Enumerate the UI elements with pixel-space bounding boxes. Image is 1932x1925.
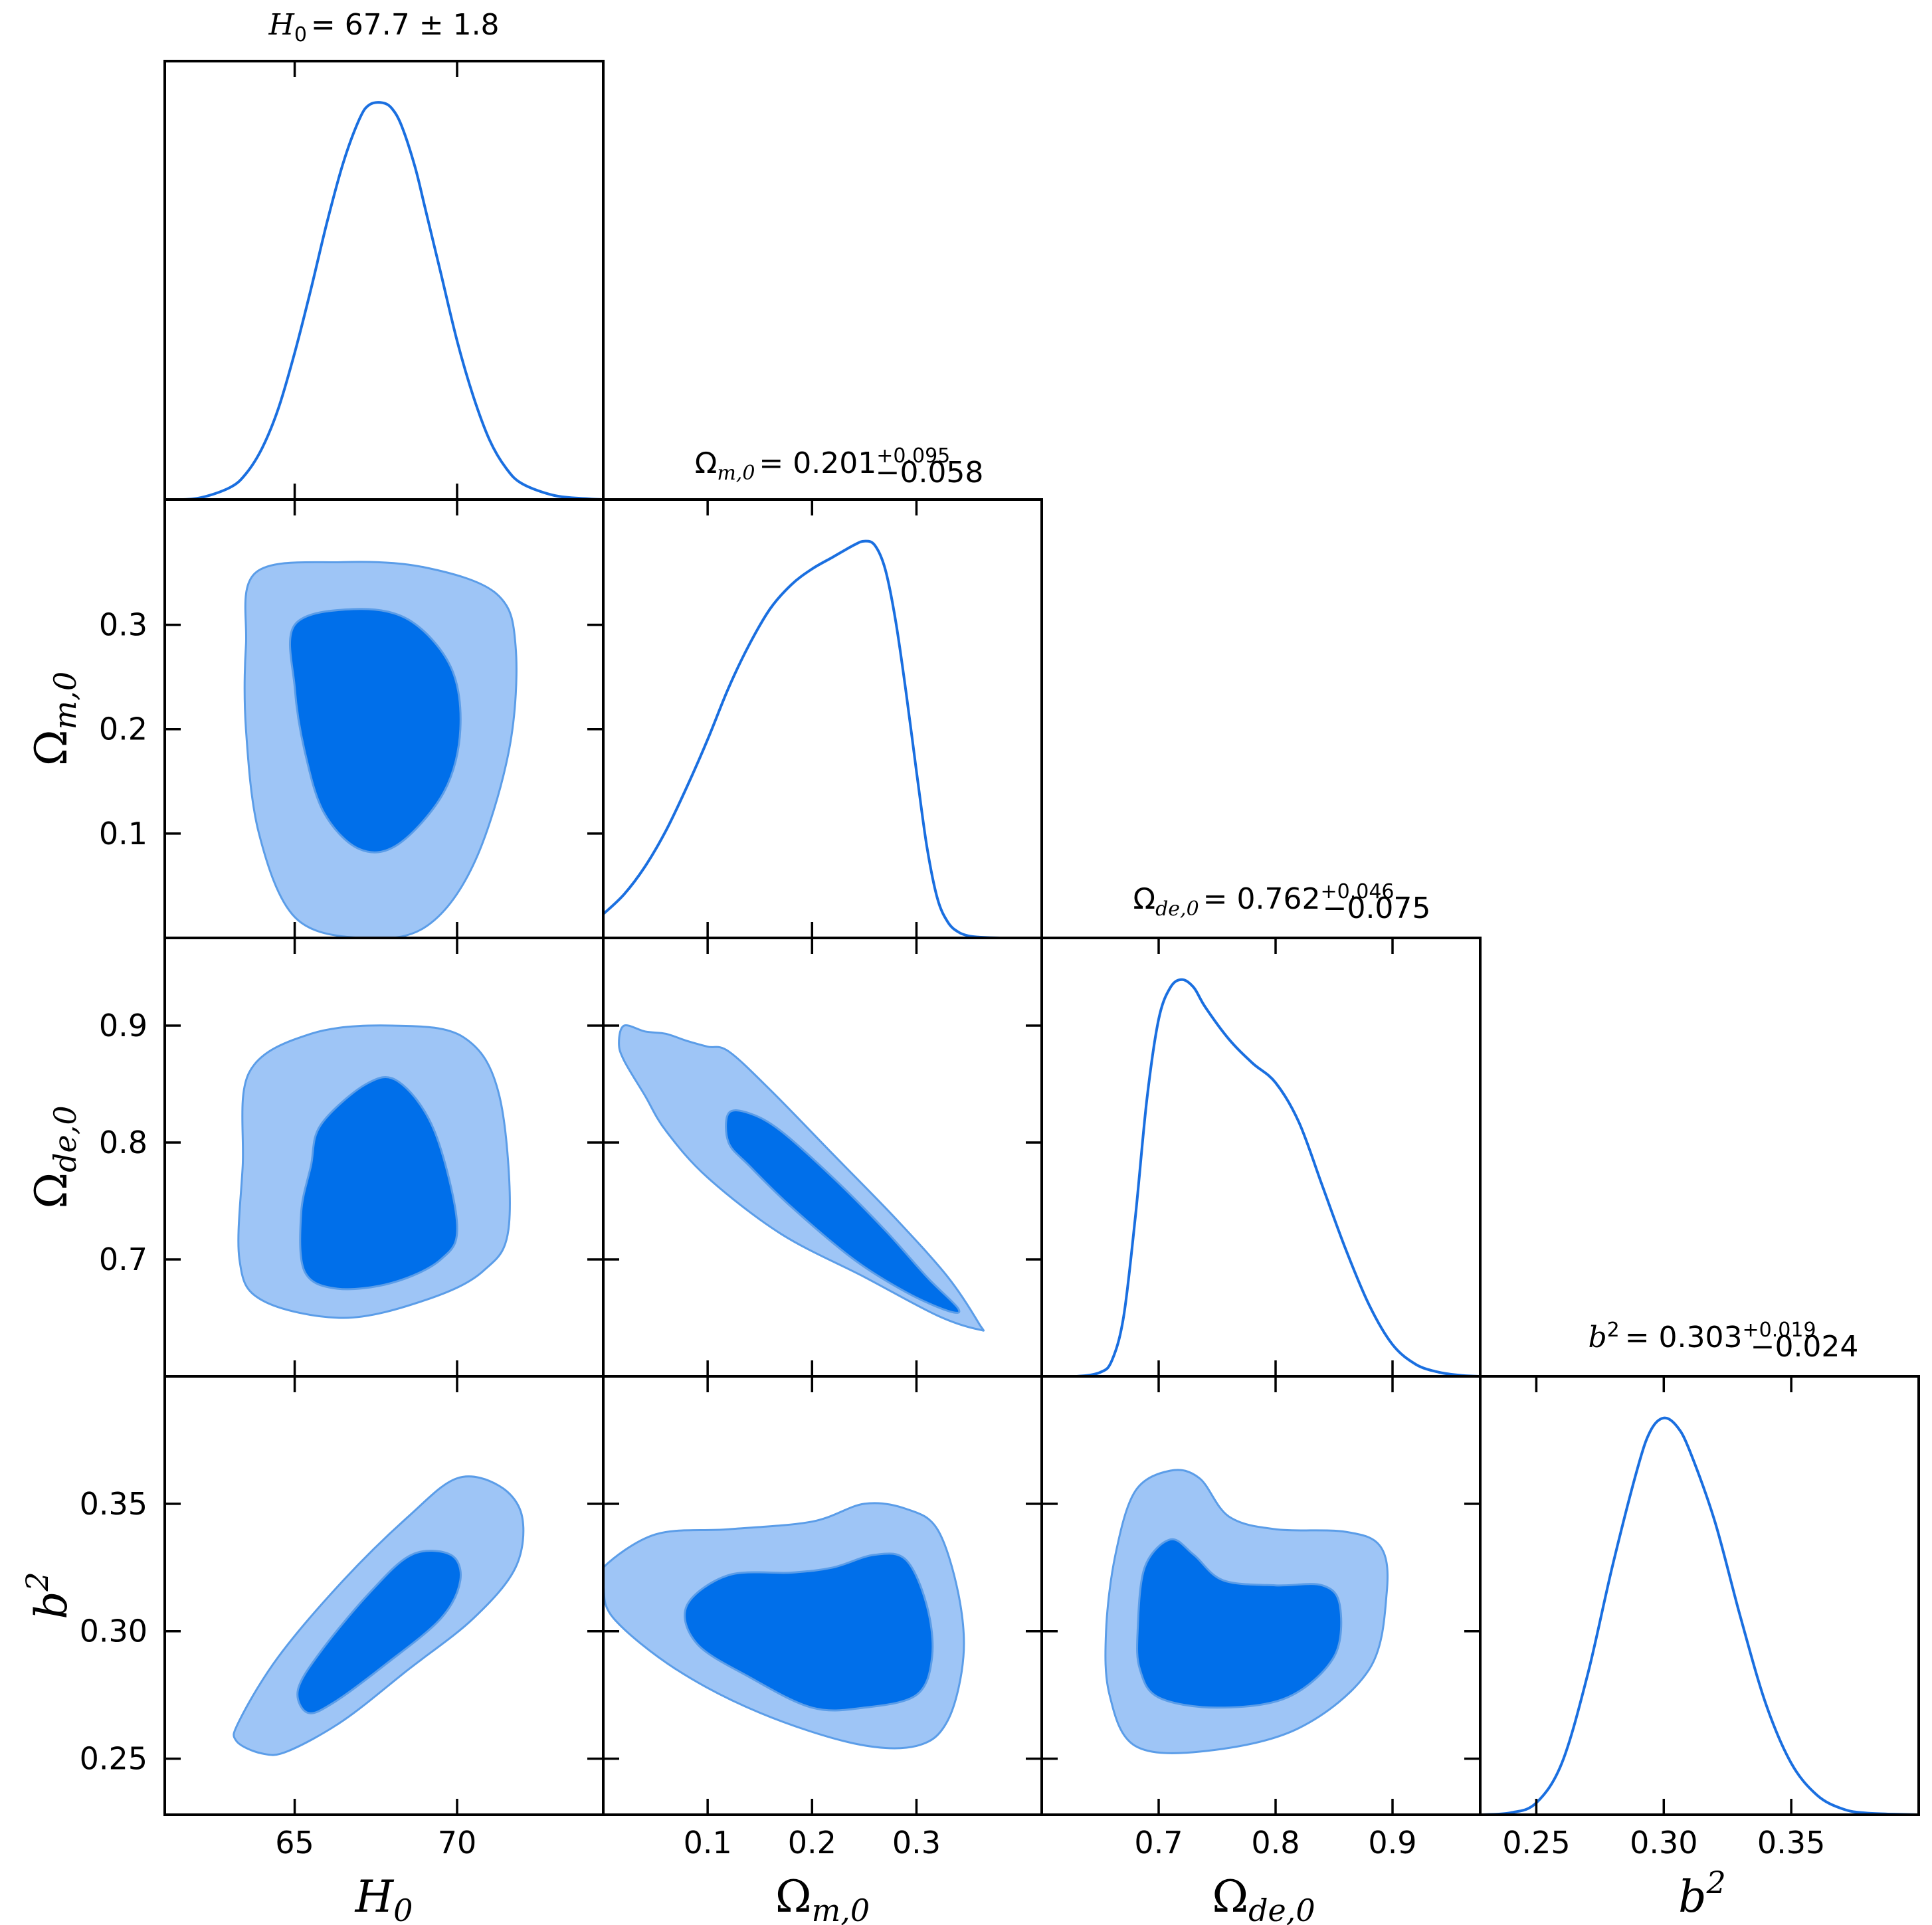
ytick-label-Ode0-0: 0.7: [99, 1241, 147, 1277]
panel-frame-0-0: [163, 60, 605, 501]
xlabel-h0: H0: [355, 1871, 413, 1925]
marginal-panel-0: [165, 101, 603, 500]
title-ode0-symbol: Ω: [1133, 882, 1155, 916]
contour-68-3-0: [296, 1550, 462, 1714]
ylabel-b2: b2: [19, 1572, 77, 1619]
ytick-label-b2-1: 0.30: [80, 1613, 147, 1649]
ytick-label-Om0-1: 0.2: [99, 711, 147, 747]
contour-68-2-1: [725, 1109, 961, 1314]
title-om0-value: = 0.201: [759, 446, 876, 480]
marginal-curve-Ode0: [1042, 978, 1480, 1376]
xlabel-h0-sub: 0: [393, 1892, 413, 1925]
panel-frame-2-2: [1040, 937, 1482, 1378]
contour-68-1-0: [288, 608, 462, 854]
marginals-layer: [165, 101, 1919, 1815]
panel-frame-3-3: [1479, 1375, 1920, 1816]
xtick-label-b2-1: 0.30: [1630, 1825, 1697, 1861]
title-om0: Ωm,0 = 0.201+0.095: [695, 444, 951, 485]
title-h0: H0 = 67.7 ± 1.8: [268, 8, 499, 46]
title-om0-symbol: Ω: [695, 446, 718, 480]
marginal-curve-Om0: [603, 539, 1042, 938]
xlabel-ode0: Ωde,0: [1212, 1871, 1315, 1925]
contour-panel-2-1: [618, 1024, 985, 1332]
contour-panel-3-2: [1104, 1469, 1389, 1754]
ytick-label-b2-2: 0.35: [80, 1486, 147, 1522]
contour-68-2-0: [299, 1076, 458, 1291]
title-om0-minus: −0.058: [876, 456, 984, 490]
title-ode0: Ωde,0 = 0.762+0.046: [1133, 880, 1394, 921]
xtick-label-Om0-0: 0.1: [684, 1825, 732, 1861]
title-h0-sub: 0: [294, 23, 307, 46]
xtick-label-Ode0-1: 0.8: [1251, 1825, 1300, 1861]
ytick-label-Ode0-2: 0.9: [99, 1008, 147, 1044]
xtick-label-Ode0-0: 0.7: [1134, 1825, 1183, 1861]
contour-68-3-1: [684, 1552, 934, 1712]
marginal-panel-2: [1042, 978, 1480, 1376]
xlabel-ode0-symbol: Ω: [1212, 1871, 1248, 1922]
title-b2-symbol: b: [1588, 1321, 1606, 1354]
title-om0-sub: m,0: [717, 462, 755, 485]
xlabel-b2-symbol: b: [1678, 1871, 1706, 1922]
title-b2-minus: −0.024: [1751, 1330, 1859, 1364]
title-om0-plus: +0.095: [876, 444, 950, 468]
ytick-label-b2-0: 0.25: [80, 1741, 147, 1777]
xlabel-om0: Ωm,0: [775, 1871, 870, 1925]
xtick-label-H0-1: 70: [438, 1825, 477, 1861]
ylabel-ode0-symbol: Ω: [26, 1172, 77, 1209]
contour-panel-1-0: [243, 561, 518, 938]
title-b2-sup: 2: [1607, 1319, 1620, 1342]
title-b2-value: = 0.303: [1625, 1321, 1743, 1354]
contour-panel-3-1: [603, 1502, 965, 1750]
ytick-label-Ode0-1: 0.8: [99, 1125, 147, 1160]
ylabel-om0-sub: m,0: [47, 672, 83, 730]
ytick-label-Om0-2: 0.3: [99, 607, 147, 643]
xlabel-h0-symbol: H: [355, 1871, 395, 1922]
xlabel-b2-sup: 2: [1705, 1865, 1725, 1900]
ylabel-b2-symbol: b: [26, 1592, 77, 1619]
xtick-label-b2-2: 0.35: [1757, 1825, 1825, 1861]
title-ode0-value: = 0.762: [1203, 882, 1321, 916]
ylabel-om0-symbol: Ω: [26, 729, 77, 766]
contour-panel-3-0: [233, 1475, 525, 1756]
xlabel-om0-symbol: Ω: [775, 1871, 812, 1922]
xlabel-b2: b2: [1678, 1865, 1726, 1922]
contours-layer: [233, 561, 1389, 1756]
title-b2-plus: +0.019: [1743, 1319, 1816, 1342]
title-ode0-sub: de,0: [1155, 897, 1199, 921]
xlabel-ode0-sub: de,0: [1248, 1892, 1315, 1925]
contour-panel-2-0: [237, 1024, 511, 1319]
xtick-label-H0-0: 65: [275, 1825, 314, 1861]
title-h0-value: = 67.7 ± 1.8: [311, 8, 500, 42]
marginal-curve-H0: [165, 101, 603, 500]
contour-68-3-2: [1136, 1538, 1343, 1709]
title-ode0-minus: −0.075: [1323, 891, 1431, 925]
marginal-curve-b2: [1480, 1416, 1919, 1815]
xtick-label-b2-0: 0.25: [1502, 1825, 1570, 1861]
xlabel-om0-sub: m,0: [812, 1892, 870, 1925]
ylabel-b2-sup: 2: [19, 1572, 55, 1592]
panel-frame-1-1: [602, 498, 1043, 939]
ylabel-om0: Ωm,0: [26, 672, 83, 766]
marginal-panel-1: [603, 539, 1042, 938]
title-ode0-plus: +0.046: [1321, 880, 1395, 903]
ytick-label-Om0-0: 0.1: [99, 816, 147, 852]
xtick-label-Ode0-2: 0.9: [1368, 1825, 1416, 1861]
frames-layer: [163, 60, 1920, 1816]
marginal-panel-3: [1480, 1416, 1919, 1815]
xtick-label-Om0-2: 0.3: [892, 1825, 941, 1861]
ticks-layer: 65 70 0.1 0.2 0.3 0.7 0.8 0.9 0.25 0.30 0.35 0.1 0.2…: [80, 61, 1825, 1861]
title-b2: b2 = 0.303+0.019: [1588, 1319, 1816, 1354]
title-h0-symbol: H: [268, 8, 295, 42]
ylabel-ode0: Ωde,0: [26, 1105, 83, 1208]
ylabel-ode0-sub: de,0: [47, 1105, 83, 1172]
xtick-label-Om0-1: 0.2: [788, 1825, 836, 1861]
